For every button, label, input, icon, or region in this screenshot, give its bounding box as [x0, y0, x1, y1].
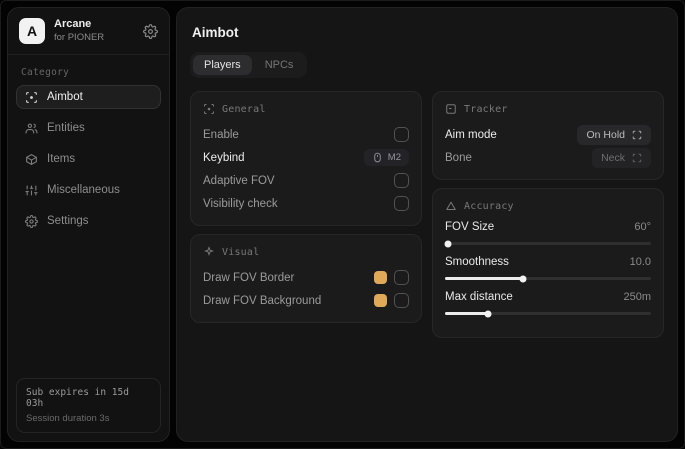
users-icon — [25, 122, 38, 135]
slider-label: Max distance — [445, 291, 513, 303]
setting-label: Keybind — [203, 151, 245, 164]
slider-label: Smoothness — [445, 256, 509, 268]
fov-size-slider-group: FOV Size 60° — [444, 221, 651, 247]
box-icon — [25, 153, 38, 166]
brand-header: A Arcane for PIONER — [8, 8, 169, 55]
slider-label: FOV Size — [445, 221, 495, 233]
brand-text: Arcane for PIONER — [54, 18, 134, 44]
slider-value: 250m — [623, 291, 651, 303]
general-section-header: General — [203, 103, 409, 115]
setting-row-visibility-check: Visibility check — [203, 193, 409, 214]
setting-label: Visibility check — [203, 197, 278, 210]
setting-label: Enable — [203, 128, 239, 141]
sliders-icon — [25, 184, 38, 197]
slider-thumb[interactable] — [444, 240, 452, 247]
section-title: Tracker — [464, 103, 508, 115]
setting-row-draw-fov-border: Draw FOV Border — [203, 267, 409, 288]
aim-mode-value: On Hold — [586, 128, 625, 141]
tab-players[interactable]: Players — [193, 55, 252, 75]
setting-row-aim-mode: Aim mode On Hold — [445, 124, 651, 145]
visual-section-header: Visual — [203, 246, 409, 258]
setting-label: Bone — [445, 151, 472, 164]
crosshair-icon — [203, 103, 215, 115]
sidebar-item-items[interactable]: Items — [16, 147, 161, 171]
bone-value: Neck — [601, 151, 625, 164]
triangle-icon — [445, 200, 457, 212]
main-panel: Aimbot Players NPCs General Enable K — [176, 7, 678, 442]
frame-icon — [445, 103, 457, 115]
tracker-section: Tracker Aim mode On Hold Bone Neck — [432, 91, 664, 180]
tab-npcs[interactable]: NPCs — [264, 59, 294, 71]
slider-value: 10.0 — [629, 256, 651, 268]
sidebar-item-settings[interactable]: Settings — [16, 209, 161, 233]
accuracy-section: Accuracy FOV Size 60° Smoothness — [432, 188, 664, 338]
max-distance-slider-group: Max distance 250m — [445, 291, 651, 317]
keybind-value: M2 — [387, 152, 401, 163]
slider-value: 60° — [634, 221, 651, 233]
keybind-button[interactable]: M2 — [363, 149, 409, 166]
color-swatch[interactable] — [374, 271, 387, 284]
aim-mode-dropdown[interactable]: On Hold — [577, 124, 651, 145]
color-swatch[interactable] — [374, 294, 387, 307]
setting-label: Aim mode — [445, 128, 497, 141]
draw-fov-border-checkbox[interactable] — [394, 270, 409, 285]
accuracy-section-header: Accuracy — [445, 200, 651, 212]
section-title: General — [222, 103, 266, 115]
draw-fov-background-checkbox[interactable] — [394, 293, 409, 308]
gear-icon — [25, 214, 38, 228]
crosshair-icon — [25, 91, 38, 104]
sidebar-item-miscellaneous[interactable]: Miscellaneous — [16, 178, 161, 202]
setting-row-adaptive-fov: Adaptive FOV — [203, 170, 409, 191]
max-distance-slider[interactable] — [445, 310, 651, 317]
setting-row-bone: Bone Neck — [445, 147, 651, 168]
sidebar-nav: Aimbot Entities Items Miscellaneous Sett… — [8, 85, 169, 233]
sidebar-item-label: Items — [47, 153, 76, 165]
page-title: Aimbot — [192, 25, 239, 40]
section-title: Visual — [222, 246, 260, 258]
setting-label: Adaptive FOV — [203, 174, 275, 187]
session-duration-text: Session duration 3s — [26, 413, 110, 424]
sidebar-item-label: Settings — [47, 215, 89, 227]
gear-icon[interactable] — [143, 23, 158, 39]
setting-label: Draw FOV Border — [203, 271, 295, 284]
sidebar-item-aimbot[interactable]: Aimbot — [16, 85, 161, 109]
sidebar-item-label: Miscellaneous — [47, 184, 120, 196]
setting-row-keybind: Keybind M2 — [203, 147, 409, 168]
general-section: General Enable Keybind M2 Adap — [190, 91, 422, 226]
enable-checkbox[interactable] — [394, 127, 409, 142]
sidebar-item-label: Aimbot — [47, 91, 83, 103]
visibility-check-checkbox[interactable] — [394, 196, 409, 211]
tab-bar: Players NPCs — [190, 52, 308, 78]
expand-icon — [632, 153, 642, 163]
sparkle-icon — [203, 246, 215, 258]
adaptive-fov-checkbox[interactable] — [394, 173, 409, 188]
sidebar: A Arcane for PIONER Category Aimbot Enti… — [7, 7, 170, 442]
setting-row-draw-fov-background: Draw FOV Background — [203, 290, 409, 311]
sub-expiry-text: Sub expires in 15d 03h — [26, 387, 129, 409]
fov-size-slider[interactable] — [444, 240, 651, 247]
subscription-info: Sub expires in 15d 03h Session duration … — [16, 378, 161, 433]
bone-dropdown[interactable]: Neck — [592, 147, 651, 168]
tracker-section-header: Tracker — [445, 103, 651, 115]
visual-section: Visual Draw FOV Border Draw FOV Backgrou… — [190, 234, 422, 323]
smoothness-slider-group: Smoothness 10.0 — [445, 256, 651, 282]
mouse-icon — [372, 152, 383, 163]
expand-icon — [632, 130, 642, 140]
brand-subtitle: for PIONER — [54, 31, 105, 43]
sidebar-item-label: Entities — [47, 122, 85, 134]
category-label: Category — [21, 67, 70, 78]
section-title: Accuracy — [464, 200, 514, 212]
sidebar-item-entities[interactable]: Entities — [16, 116, 161, 140]
brand-logo: A — [19, 18, 45, 44]
brand-name: Arcane — [54, 18, 92, 31]
setting-row-enable: Enable — [203, 124, 409, 145]
smoothness-slider[interactable] — [445, 275, 651, 282]
slider-thumb[interactable] — [519, 275, 527, 282]
slider-thumb[interactable] — [484, 310, 492, 317]
setting-label: Draw FOV Background — [203, 294, 322, 307]
